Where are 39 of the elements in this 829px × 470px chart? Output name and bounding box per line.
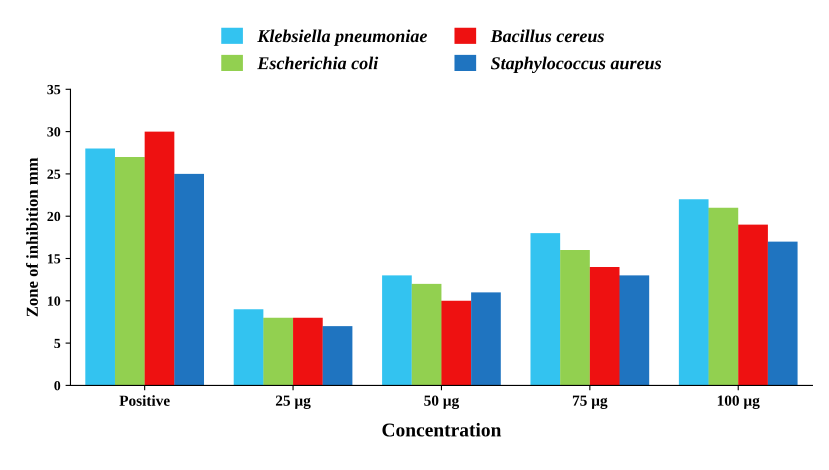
x-tick-label: 75 µg xyxy=(572,396,608,409)
y-axis-title: Zone of inhibition mm xyxy=(26,158,38,316)
y-tick-label: 25 xyxy=(47,170,60,179)
bar xyxy=(441,300,472,386)
legend-label: Staphylococcus aureus xyxy=(490,56,662,74)
bar xyxy=(678,199,709,386)
bar xyxy=(738,224,768,386)
x-axis-title: Concentration xyxy=(382,422,502,437)
bar xyxy=(85,148,115,386)
bar xyxy=(114,156,145,386)
y-tick-label: 5 xyxy=(54,338,60,348)
legend-label: Bacillus cereus xyxy=(490,29,604,42)
x-tick-label: Positive xyxy=(119,395,170,406)
y-tick-label: 35 xyxy=(47,84,60,94)
x-tick-label: 25 µg xyxy=(276,395,311,409)
y-tick-label: 30 xyxy=(47,127,60,137)
bar xyxy=(530,233,560,386)
x-tick-label: 100 µg xyxy=(718,395,760,409)
bar xyxy=(471,292,501,386)
legend-label: Klebsiella pneumoniae xyxy=(257,29,427,46)
y-tick-label: 20 xyxy=(47,212,60,222)
y-tick-label: 15 xyxy=(48,254,60,264)
bar xyxy=(620,275,650,386)
bar xyxy=(322,326,352,386)
bar xyxy=(590,266,620,386)
bar xyxy=(144,132,174,386)
bar xyxy=(560,250,590,386)
bar xyxy=(293,318,323,386)
bar xyxy=(412,284,442,386)
x-tick-label: 50 µg xyxy=(424,395,460,409)
legend-label: Escherichia coli xyxy=(257,56,378,70)
bar xyxy=(174,174,204,386)
bar xyxy=(768,242,798,386)
y-tick-label: 10 xyxy=(48,296,60,306)
y-tick-label: 0 xyxy=(54,380,60,390)
bar xyxy=(708,208,738,386)
bar xyxy=(382,275,412,386)
bar xyxy=(234,309,264,386)
bar xyxy=(263,318,294,386)
